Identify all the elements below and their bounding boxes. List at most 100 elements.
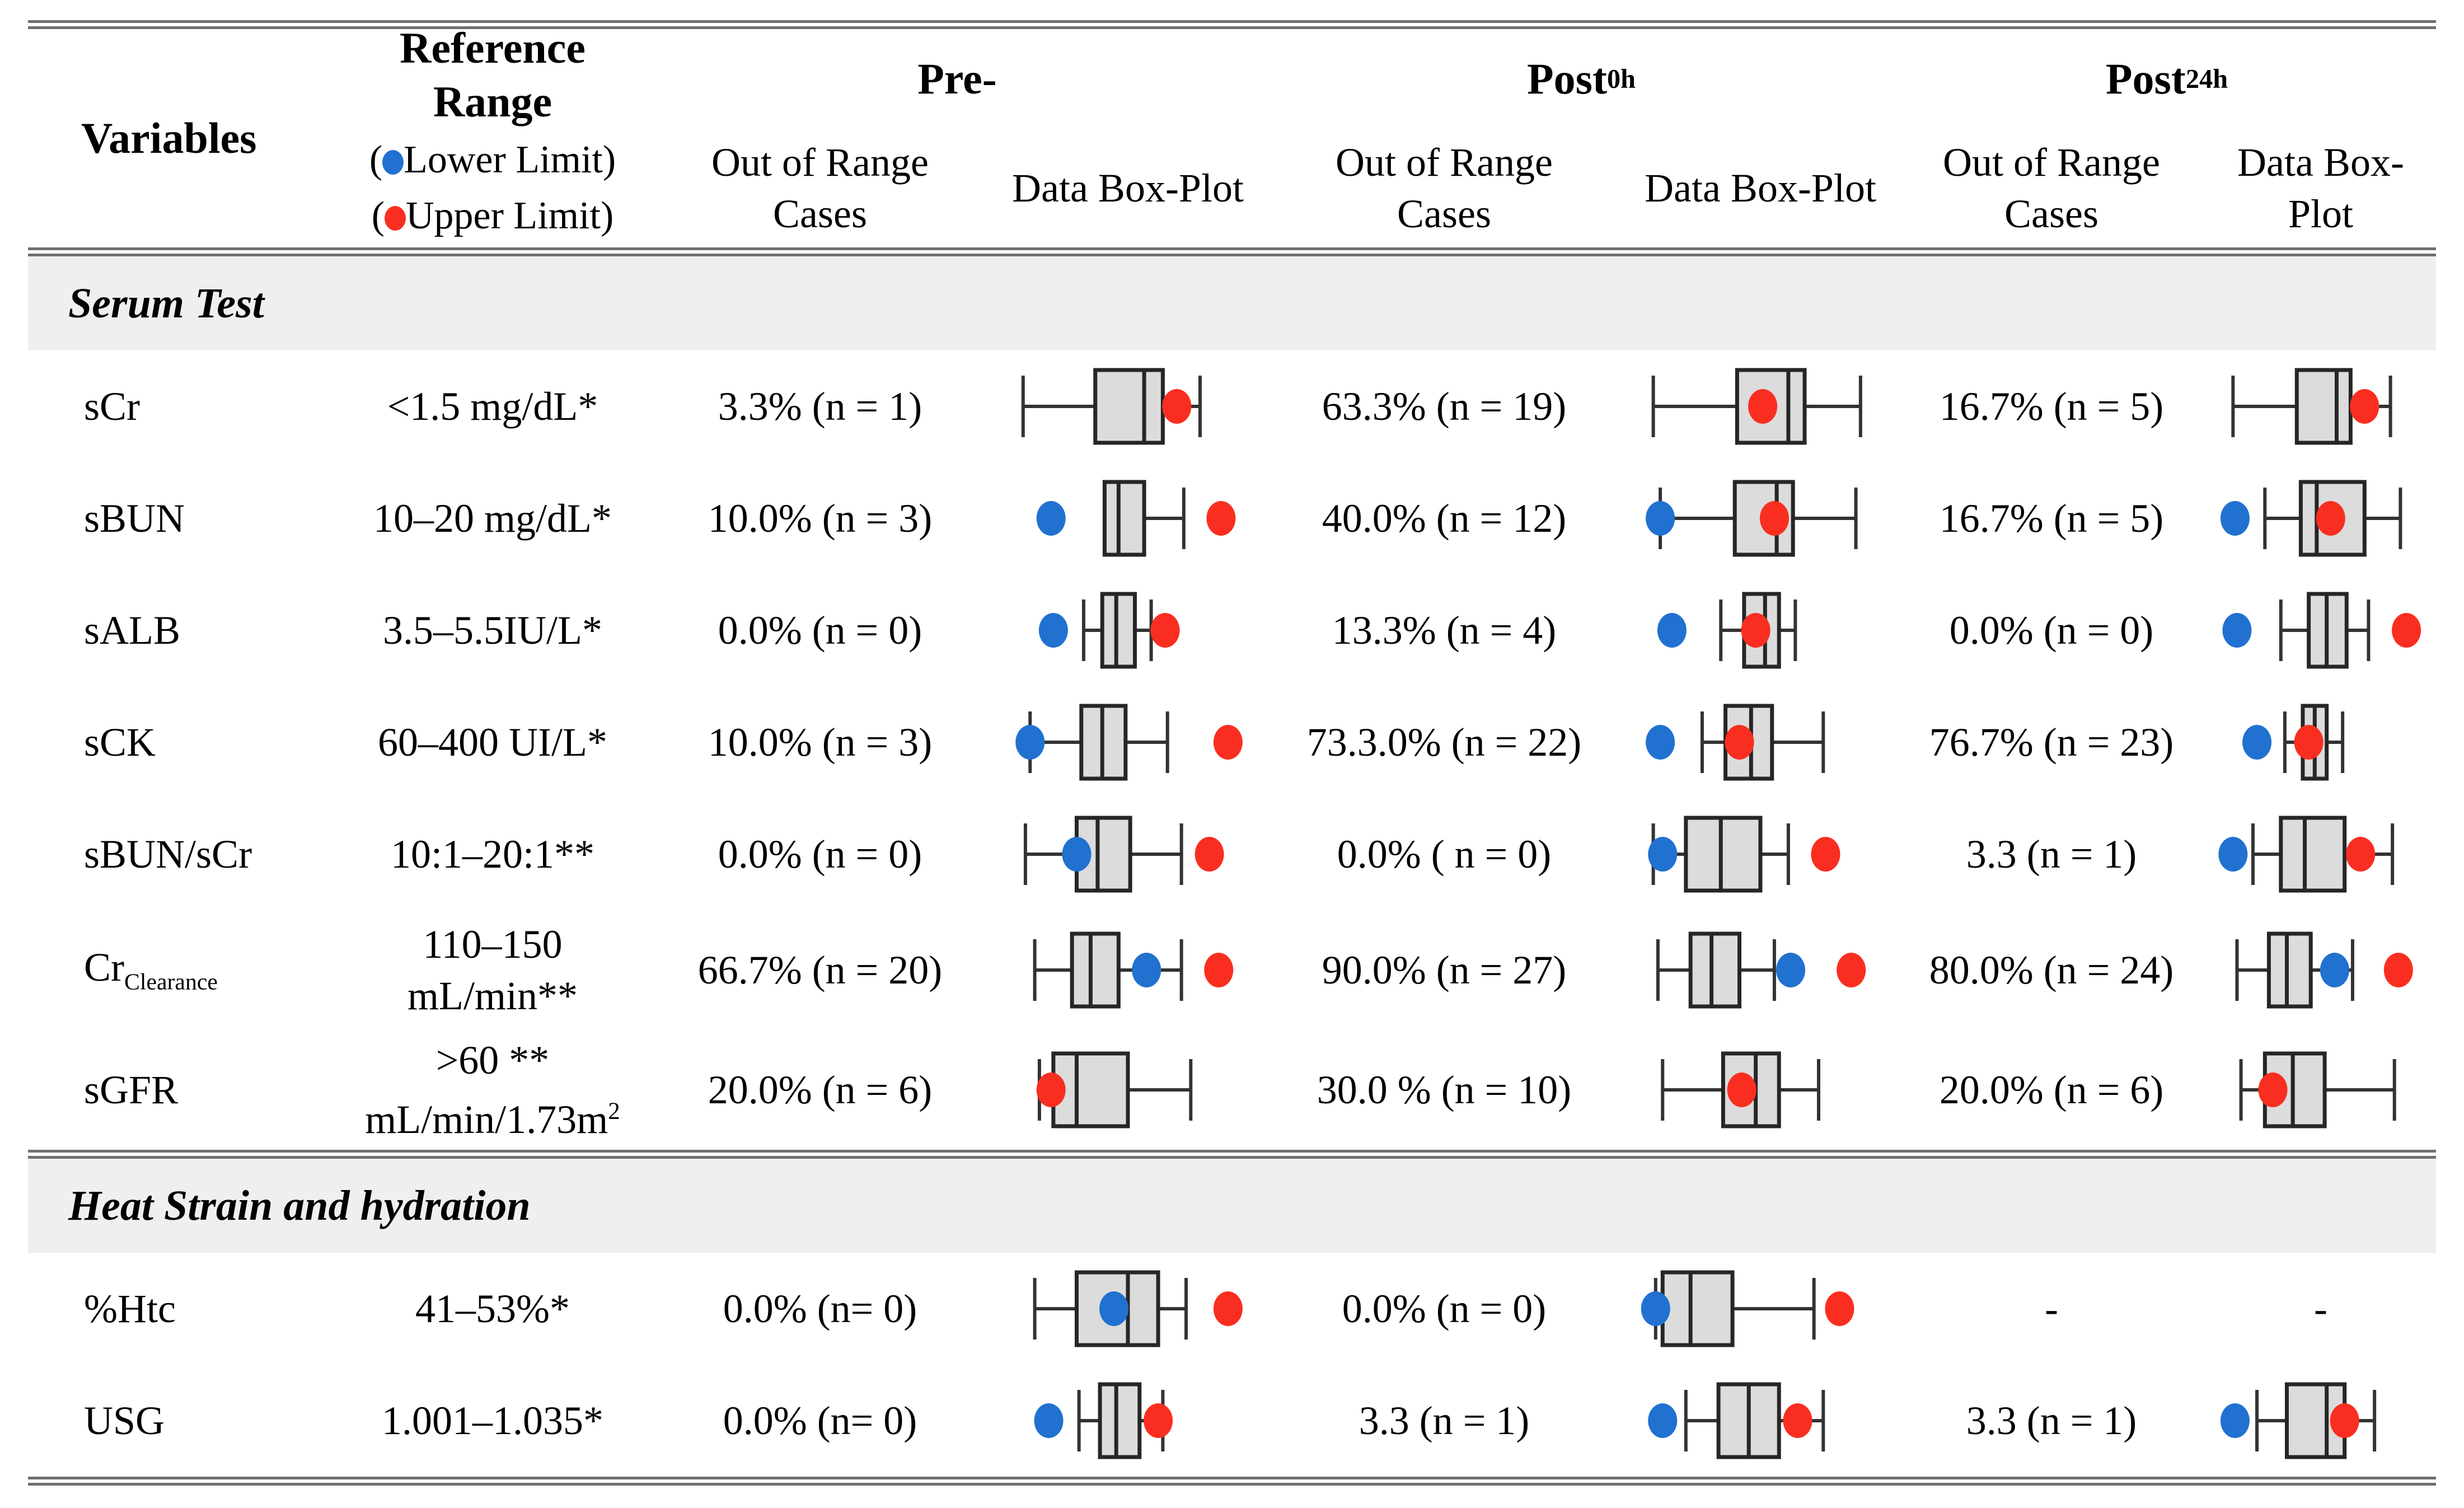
table-row: USG 1.001–1.035* 0.0% (n= 0) 3.3 (n = 1) 3.3… — [28, 1365, 2436, 1477]
out-of-range-cases-cell: 66.7% (n = 20) — [697, 948, 943, 992]
boxplot — [1023, 816, 1224, 893]
upper-limit-dot — [1213, 1291, 1243, 1326]
group-header-post24h: Post 24h — [2105, 54, 2228, 103]
boxplot-cell — [2205, 1039, 2436, 1140]
reference-range-title: Reference Range — [400, 24, 585, 126]
boxplot-cell — [1623, 804, 1898, 905]
variable-label: sBUN — [84, 495, 185, 541]
column-header-out-of-range-cases: Out of Range Cases — [1336, 140, 1553, 236]
column-header-out-of-range-cases: Out of Range Cases — [711, 140, 929, 236]
boxplot-cell — [1623, 692, 1898, 793]
reference-range-table: Variables Reference Range Pre- Post 0h Po… — [28, 0, 2436, 1486]
legend-lower-limit: (Lower Limit) — [369, 138, 616, 181]
out-of-range-cases-cell: - — [2045, 1286, 2058, 1331]
lower-limit-dot — [1034, 1403, 1064, 1438]
column-header-data-box-plot: Data Box-Plot — [1645, 166, 1876, 210]
boxplot-cell — [991, 920, 1265, 1020]
column-header-variables: Variables — [28, 113, 336, 163]
out-of-range-cases-cell: 16.7% (n = 5) — [1939, 496, 2164, 541]
boxplot-cell — [991, 1258, 1265, 1359]
boxplot-cell — [991, 692, 1265, 793]
boxplot-cell — [2205, 580, 2436, 681]
boxplot — [2231, 368, 2392, 445]
upper-limit-dot — [1741, 613, 1770, 648]
table-bottom-rule — [28, 1477, 2436, 1486]
boxplot — [2220, 1382, 2377, 1459]
upper-limit-dot — [1811, 837, 1840, 872]
boxplot — [1657, 592, 1797, 669]
upper-limit-legend-dot — [385, 206, 406, 231]
upper-limit-dot — [2316, 501, 2345, 536]
out-of-range-cases-cell: 13.3% (n = 4) — [1332, 608, 1557, 653]
boxplot — [1651, 368, 1862, 445]
boxplot-cell — [991, 356, 1265, 457]
header-bottom-rule — [28, 247, 2436, 256]
boxplot-cell — [2205, 692, 2436, 793]
upper-limit-dot — [1783, 1403, 1812, 1438]
boxplot — [1648, 1382, 1825, 1459]
column-header-out-of-range-cases: Out of Range Cases — [1943, 140, 2160, 236]
variable-label: USG — [84, 1398, 165, 1443]
reference-range-cell: 41–53%* — [415, 1286, 570, 1331]
boxplot-cell — [991, 804, 1265, 905]
out-of-range-cases-cell: 3.3 (n = 1) — [1966, 832, 2137, 877]
boxplot-cell — [1623, 356, 1898, 457]
boxplot-cell — [991, 1039, 1265, 1140]
boxplot-cell — [1623, 1370, 1898, 1471]
table-row: CrClearance 110–150 mL/min** 66.7% (n = 20)… — [28, 910, 2436, 1030]
boxplot — [1015, 704, 1243, 781]
lower-limit-dot — [2218, 837, 2248, 872]
boxplot — [1648, 816, 1840, 893]
out-of-range-cases-cell: 0.0% (n = 0) — [718, 608, 922, 653]
upper-limit-dot — [1825, 1291, 1854, 1326]
boxplot — [1036, 1051, 1193, 1128]
boxplot — [1656, 931, 1866, 1009]
column-header-reference-range: Reference Range — [336, 24, 649, 129]
table-row: sALB 3.5–5.5IU/L* 0.0% (n = 0) 13.3% (n = 4… — [28, 574, 2436, 686]
section-separator-rule — [28, 1150, 2436, 1159]
lower-limit-dot — [1657, 613, 1687, 648]
upper-limit-dot — [2346, 837, 2376, 872]
reference-range-cell: 3.5–5.5IU/L* — [383, 608, 602, 653]
boxplot-cell — [2205, 920, 2436, 1020]
variable-label: sBUN/sCr — [84, 831, 252, 877]
table-header: Variables Reference Range Pre- Post 0h Po… — [28, 24, 2436, 247]
lower-limit-dot — [1062, 837, 1092, 872]
section-header-heat-strain-and-hydration: Heat Strain and hydration — [28, 1159, 2436, 1253]
empty-cell-dash: - — [2314, 1286, 2327, 1331]
upper-limit-dot — [1036, 1073, 1066, 1107]
out-of-range-cases-cell: 0.0% (n= 0) — [723, 1286, 917, 1331]
variable-label: %Htc — [84, 1286, 176, 1331]
lower-limit-dot — [1015, 725, 1045, 760]
table-row: %Htc 41–53%* 0.0% (n= 0) 0.0% (n = 0) - - — [28, 1253, 2436, 1365]
boxplot — [1661, 1051, 1820, 1128]
variables-label: Variables — [81, 114, 257, 162]
table-row: sBUN 10–20 mg/dL* 10.0% (n = 3) 40.0% (n = … — [28, 462, 2436, 574]
variable-label: sALB — [84, 607, 181, 653]
out-of-range-cases-cell: 20.0% (n = 6) — [708, 1067, 933, 1112]
lower-limit-dot — [2242, 725, 2272, 760]
upper-limit-dot — [2294, 725, 2324, 760]
lower-limit-dot — [1132, 953, 1161, 987]
reference-range-cell: 10:1–20:1** — [390, 832, 594, 877]
reference-range-cell: 10–20 mg/dL* — [373, 496, 612, 541]
out-of-range-cases-cell: 3.3% (n = 1) — [718, 384, 922, 429]
boxplot-cell — [1623, 468, 1898, 569]
out-of-range-cases-cell: 40.0% (n = 12) — [1322, 496, 1567, 541]
variable-label: sCr — [84, 383, 140, 429]
variable-label: sGFR — [84, 1067, 179, 1112]
lower-limit-dot — [1648, 837, 1678, 872]
table-top-rule — [28, 20, 2436, 29]
upper-limit-dot — [1727, 1073, 1756, 1107]
upper-limit-dot — [1144, 1403, 1173, 1438]
out-of-range-cases-cell: 10.0% (n = 3) — [708, 720, 933, 765]
table-row: sCr <1.5 mg/dL* 3.3% (n = 1) 63.3% (n = 19)… — [28, 350, 2436, 462]
upper-limit-dot — [1725, 725, 1754, 760]
out-of-range-cases-cell: 63.3% (n = 19) — [1322, 384, 1567, 429]
boxplot — [1646, 704, 1825, 781]
lower-limit-dot — [2320, 953, 2349, 987]
reference-range-cell: 60–400 UI/L* — [378, 720, 607, 765]
out-of-range-cases-cell: 0.0% (n = 0) — [1949, 608, 2154, 653]
boxplot-cell — [2205, 468, 2436, 569]
reference-range-legend: (Lower Limit) (Upper Limit) — [336, 129, 649, 247]
